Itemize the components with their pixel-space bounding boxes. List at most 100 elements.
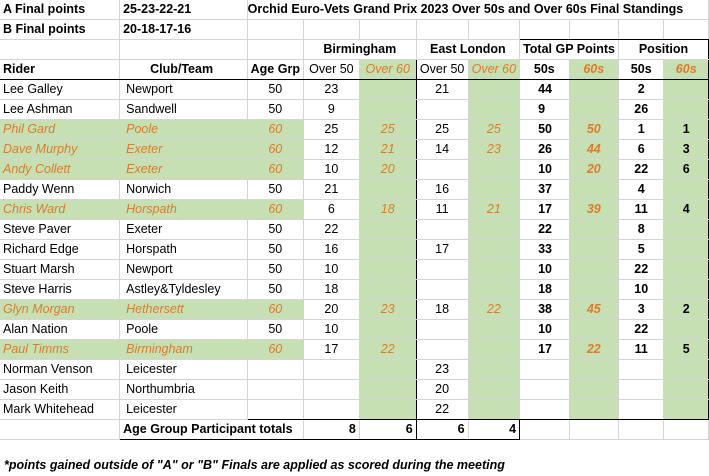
position-60s bbox=[663, 279, 709, 300]
el-over60-points bbox=[468, 259, 521, 280]
total-50s-points: 38 bbox=[519, 299, 570, 320]
bham-over60-points bbox=[359, 259, 417, 280]
table-row: Andy Collett Exeter 60 10 20 10 20 22 6 bbox=[0, 159, 709, 180]
bham-over60-points: 23 bbox=[359, 299, 417, 320]
bham-over50-points: 17 bbox=[302, 339, 360, 360]
rider-club: Exeter bbox=[119, 139, 248, 160]
bham-over50-points: 9 bbox=[302, 99, 360, 120]
table-row: Jason Keith Northumbria 20 bbox=[0, 379, 709, 400]
position-60s bbox=[663, 179, 709, 200]
bham-over60-points bbox=[359, 319, 417, 340]
rider-club: Leicester bbox=[119, 399, 248, 420]
el-over60-points bbox=[468, 379, 521, 400]
col-rider: Rider bbox=[0, 59, 121, 80]
bham-over50-points: 10 bbox=[302, 319, 360, 340]
header-row-b: B Final points 20-18-17-16 bbox=[0, 19, 709, 40]
totals-el-over60: 4 bbox=[468, 419, 521, 440]
el-over60-points: 23 bbox=[468, 139, 521, 160]
rider-club: Exeter bbox=[119, 159, 248, 180]
total-50s-points bbox=[519, 379, 570, 400]
rider-club: Hethersett bbox=[119, 299, 248, 320]
el-over50-points: 16 bbox=[416, 179, 469, 200]
table-row: Norman Venson Leicester 23 bbox=[0, 359, 709, 380]
rider-club: Horspath bbox=[119, 239, 248, 260]
bham-over60-points bbox=[359, 99, 417, 120]
totals-empty bbox=[663, 419, 709, 440]
bham-over50-points: 12 bbox=[302, 139, 360, 160]
rider-club: Northumbria bbox=[119, 379, 248, 400]
rider-club: Poole bbox=[119, 319, 248, 340]
position-60s: 5 bbox=[663, 339, 709, 360]
rider-age-group: 60 bbox=[246, 339, 304, 360]
rider-club: Exeter bbox=[119, 219, 248, 240]
table-row: Paddy Wenn Norwich 50 21 16 37 4 bbox=[0, 179, 709, 200]
total-50s-points: 18 bbox=[519, 279, 570, 300]
el-over50-points: 18 bbox=[416, 299, 469, 320]
position-60s: 2 bbox=[663, 299, 709, 320]
group-birmingham: Birmingham bbox=[303, 39, 417, 60]
el-over50-points: 21 bbox=[416, 79, 469, 100]
rider-name: Norman Venson bbox=[0, 359, 121, 380]
col-el-over50: Over 50 bbox=[416, 59, 469, 80]
el-over50-points bbox=[416, 159, 469, 180]
total-50s-points: 10 bbox=[519, 159, 570, 180]
total-60s-points bbox=[569, 179, 620, 200]
el-over50-points: 17 bbox=[416, 239, 469, 260]
position-60s bbox=[663, 259, 709, 280]
el-over60-points: 22 bbox=[468, 299, 521, 320]
rider-age-group bbox=[246, 359, 304, 380]
rider-name: Glyn Morgan bbox=[0, 299, 121, 320]
position-60s: 6 bbox=[663, 159, 709, 180]
position-60s bbox=[663, 399, 709, 420]
bham-over50-points: 23 bbox=[302, 79, 360, 100]
totals-el-over50: 6 bbox=[416, 419, 469, 440]
el-over50-points: 11 bbox=[416, 199, 469, 220]
bham-over50-points: 21 bbox=[302, 179, 360, 200]
table-row: Stuart Marsh Newport 50 10 10 22 bbox=[0, 259, 709, 280]
position-50s: 3 bbox=[617, 299, 665, 320]
el-over50-points bbox=[416, 339, 469, 360]
total-50s-points bbox=[519, 359, 570, 380]
total-60s-points: 22 bbox=[569, 339, 620, 360]
bham-over60-points: 21 bbox=[359, 139, 417, 160]
position-50s: 4 bbox=[617, 179, 665, 200]
bham-over50-points: 16 bbox=[302, 239, 360, 260]
table-row: Richard Edge Horspath 50 16 17 33 5 bbox=[0, 239, 709, 260]
el-over50-points bbox=[416, 279, 469, 300]
el-over60-points bbox=[468, 159, 521, 180]
bham-over60-points bbox=[359, 359, 417, 380]
rider-club: Astley&Tyldesley bbox=[119, 279, 248, 300]
rider-age-group bbox=[246, 379, 304, 400]
rider-name: Andy Collett bbox=[0, 159, 121, 180]
rider-age-group: 50 bbox=[246, 179, 304, 200]
position-50s: 5 bbox=[617, 239, 665, 260]
bham-over60-points: 20 bbox=[359, 159, 417, 180]
b-final-label: B Final points bbox=[0, 19, 121, 40]
el-over60-points bbox=[468, 179, 521, 200]
el-over50-points: 23 bbox=[416, 359, 469, 380]
standings-table: A Final points 25-23-22-21 Orchid Euro-V… bbox=[0, 0, 709, 440]
total-50s-points: 17 bbox=[519, 199, 570, 220]
el-over60-points bbox=[468, 339, 521, 360]
rider-age-group: 50 bbox=[246, 259, 304, 280]
el-over50-points bbox=[416, 259, 469, 280]
el-over60-points bbox=[468, 79, 521, 100]
rider-name: Paddy Wenn bbox=[0, 179, 121, 200]
bham-over60-points bbox=[359, 399, 417, 420]
bham-over50-points bbox=[302, 359, 360, 380]
totals-empty bbox=[519, 419, 570, 440]
total-50s-points: 26 bbox=[519, 139, 570, 160]
table-row: Steve Harris Astley&Tyldesley 50 18 18 10 bbox=[0, 279, 709, 300]
rider-name: Chris Ward bbox=[0, 199, 121, 220]
group-east-london: East London bbox=[416, 39, 521, 60]
rider-name: Jason Keith bbox=[0, 379, 121, 400]
rider-age-group: 60 bbox=[246, 299, 304, 320]
rider-club: Newport bbox=[119, 79, 248, 100]
el-over50-points: 20 bbox=[416, 379, 469, 400]
position-50s: 10 bbox=[617, 279, 665, 300]
el-over60-points bbox=[468, 399, 521, 420]
rider-name: Steve Harris bbox=[0, 279, 121, 300]
a-final-label: A Final points bbox=[0, 0, 121, 20]
bham-over60-points bbox=[359, 279, 417, 300]
